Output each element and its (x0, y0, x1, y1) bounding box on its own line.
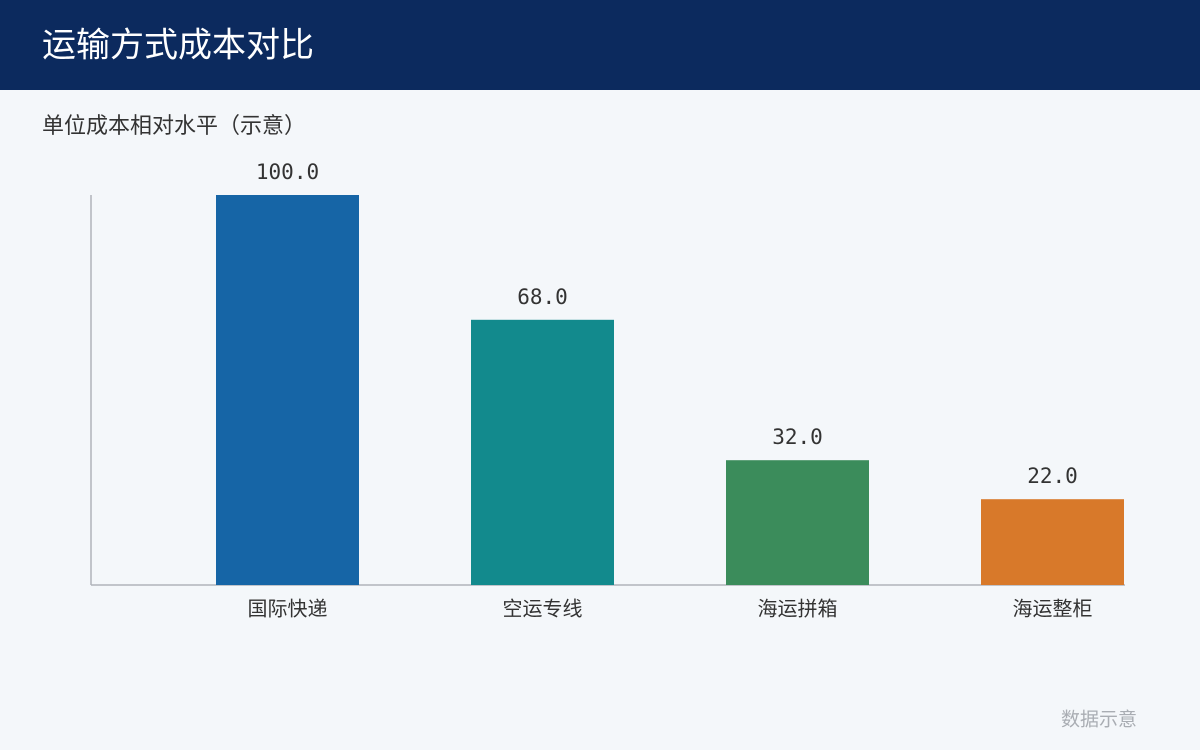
bar (726, 460, 869, 585)
x-tick-label: 空运专线 (503, 597, 583, 621)
value-label: 68.0 (517, 285, 568, 309)
value-label: 32.0 (772, 425, 823, 449)
x-tick-label: 海运拼箱 (758, 597, 838, 621)
bar (471, 319, 614, 585)
bar (981, 499, 1124, 585)
header-band (0, 0, 1200, 90)
x-tick-label: 海运整柜 (1013, 597, 1093, 621)
chart-subtitle: 单位成本相对水平（示意） (42, 114, 306, 139)
value-label: 22.0 (1027, 464, 1078, 488)
bar (216, 195, 359, 585)
x-tick-label: 国际快递 (248, 597, 328, 621)
footnote: 数据示意 (1061, 709, 1137, 731)
value-label: 100.0 (256, 160, 319, 184)
chart-title: 运输方式成本对比 (42, 26, 314, 66)
